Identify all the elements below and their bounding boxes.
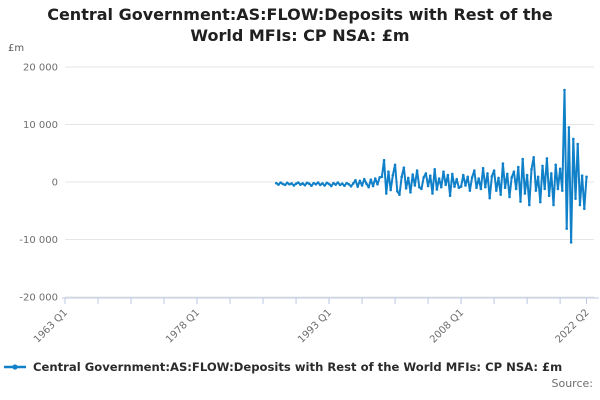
legend-item[interactable]: Central Government:AS:FLOW:Deposits with… bbox=[3, 360, 600, 374]
svg-text:1978 Q1: 1978 Q1 bbox=[164, 307, 202, 345]
svg-text:-10 000: -10 000 bbox=[19, 235, 58, 246]
legend-line-marker-icon bbox=[4, 364, 26, 370]
svg-text:-20 000: -20 000 bbox=[19, 293, 58, 304]
svg-text:0: 0 bbox=[52, 178, 58, 189]
x-tick-labels: 1963 Q1 1978 Q1 1993 Q1 2008 Q1 2022 Q2 bbox=[32, 307, 592, 345]
source-label: Source: bbox=[551, 377, 594, 390]
y-axis-unit-label: £m bbox=[8, 43, 25, 54]
svg-text:10 000: 10 000 bbox=[23, 120, 58, 131]
chart-title: Central Government:AS:FLOW:Deposits with… bbox=[47, 5, 553, 45]
svg-text:2008 Q1: 2008 Q1 bbox=[428, 307, 466, 345]
svg-text:1963 Q1: 1963 Q1 bbox=[32, 307, 70, 345]
x-ticks bbox=[64, 298, 588, 304]
svg-text:20 000: 20 000 bbox=[23, 63, 58, 74]
legend-series-label: Central Government:AS:FLOW:Deposits with… bbox=[33, 360, 563, 374]
svg-text:2022 Q2: 2022 Q2 bbox=[554, 307, 592, 345]
series-line bbox=[275, 89, 588, 244]
svg-text:1993 Q1: 1993 Q1 bbox=[296, 307, 334, 345]
y-tick-labels: 20 000 10 000 0 -10 000 -20 000 bbox=[19, 63, 58, 304]
series-markers bbox=[274, 88, 588, 244]
